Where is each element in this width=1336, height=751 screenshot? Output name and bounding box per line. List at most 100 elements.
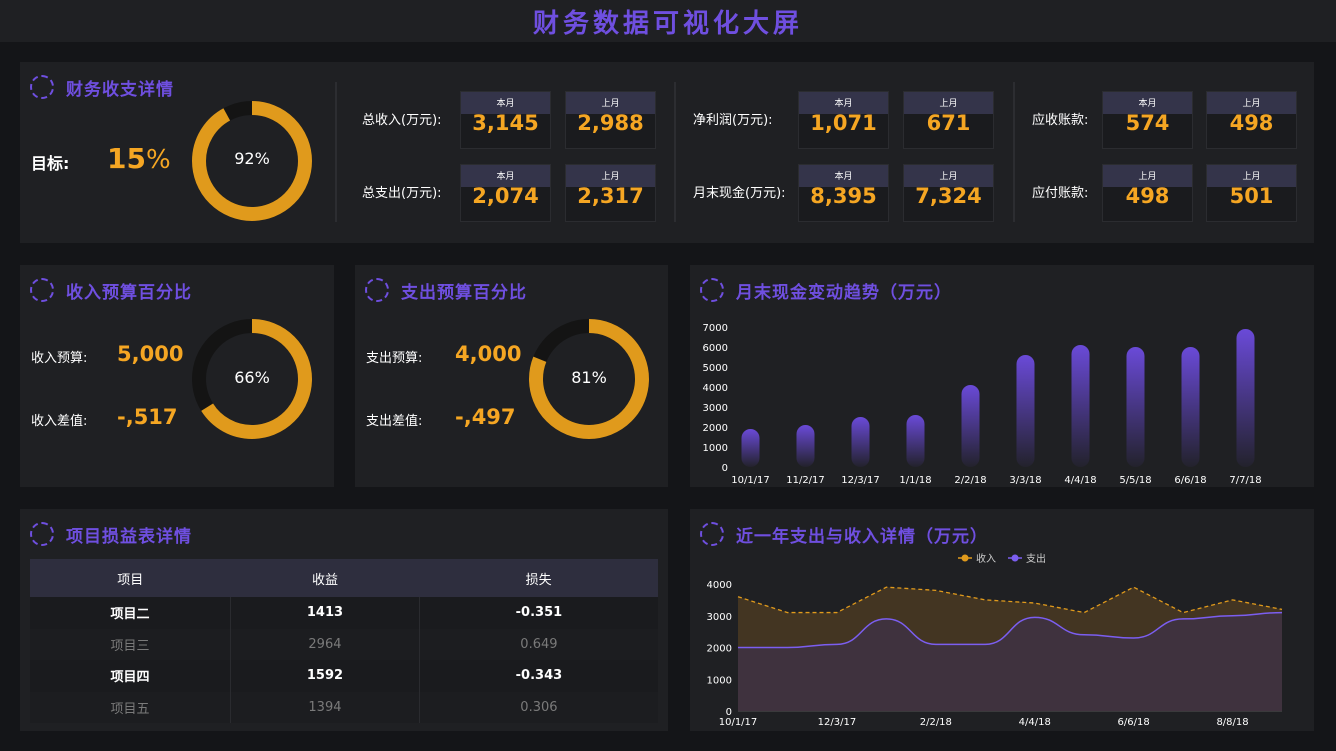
kpi-box-current: 本月 8,395 xyxy=(798,164,889,222)
kpi-box-value: 501 xyxy=(1229,184,1274,208)
kpi-label: 月末现金(万元): xyxy=(693,186,786,201)
panel-title: 财务收支详情 xyxy=(66,79,174,100)
yearly-detail-chart: 0 1000 2000 3000 4000 10/1/17 12/3/17 2/2/18 4/4… xyxy=(707,552,1283,728)
ring-icon xyxy=(365,278,389,302)
kpi-box-period: 上月 xyxy=(1207,92,1296,114)
expense-donut-label: 81% xyxy=(571,368,607,387)
expense-donut-arc xyxy=(529,319,649,439)
kpi-label: 应收账款: xyxy=(1032,113,1089,128)
bar xyxy=(1126,347,1145,467)
kpi-box-period: 上月 xyxy=(566,165,655,187)
income-donut-label: 66% xyxy=(234,368,270,387)
kpi-box-period: 本月 xyxy=(799,165,888,187)
x-tick-label: 2/2/18 xyxy=(920,717,952,728)
target-label: 目标: xyxy=(31,154,70,173)
table-header-row: 项目 收益 损失 xyxy=(30,559,658,597)
table-cell: 项目三 xyxy=(30,628,232,660)
cash-trend-panel: 月末现金变动趋势（万元） 0 1000 2000 3000 4000 5000 6000 70… xyxy=(690,265,1314,487)
bar xyxy=(1181,347,1200,467)
kpi-box-value: 498 xyxy=(1125,184,1170,208)
kpi-box-previous: 上月 2,988 xyxy=(565,91,656,149)
kpi-box-period: 上月 xyxy=(904,165,993,187)
y-tick-label: 2000 xyxy=(707,644,732,655)
table-cell: -0.351 xyxy=(419,597,658,629)
y-tick-label: 4000 xyxy=(703,383,728,394)
table-cell: 2964 xyxy=(230,628,420,660)
table-cell: 0.649 xyxy=(419,628,658,660)
page-title: 财务数据可视化大屏 xyxy=(532,8,803,39)
y-tick-label: 3000 xyxy=(703,403,728,414)
project-pl-panel: 项目损益表详情 项目 收益 损失 项目二 1413 -0.351 项目三 296… xyxy=(20,509,668,731)
income-line xyxy=(737,586,1283,614)
cash-trend-chart: 0 1000 2000 3000 4000 5000 6000 7000 10/1/17 11/2… xyxy=(703,323,1262,486)
expense-budget-label: 支出预算: xyxy=(366,351,423,366)
bar xyxy=(796,425,815,467)
kpi-box-period: 本月 xyxy=(461,165,550,187)
bar xyxy=(851,417,870,467)
table-row: 项目五 1394 0.306 xyxy=(30,691,658,723)
bar xyxy=(1236,329,1255,467)
x-tick-label: 10/1/17 xyxy=(719,717,758,728)
kpi-box-value: 2,317 xyxy=(577,184,644,208)
expense-budget-panel: 支出预算百分比 支出预算: 4,000 支出差值: -,497 81% xyxy=(355,265,668,487)
target-number: 15 xyxy=(107,142,146,175)
bar xyxy=(961,385,980,467)
kpi-box-previous: 上月 7,324 xyxy=(903,164,994,222)
table-cell: -0.343 xyxy=(419,660,658,692)
kpi-box-value: 671 xyxy=(926,111,971,135)
kpi-box-period: 上月 xyxy=(904,92,993,114)
kpi-box-value: 574 xyxy=(1125,111,1170,135)
kpi-box-current: 上月 498 xyxy=(1102,164,1193,222)
x-tick-label: 6/6/18 xyxy=(1174,475,1206,486)
kpi-box-value: 498 xyxy=(1229,111,1274,135)
x-tick-label: 12/3/17 xyxy=(818,717,857,728)
panel-header: 支出预算百分比 xyxy=(365,275,527,305)
bar xyxy=(1016,355,1035,467)
kpi-box-value: 2,074 xyxy=(472,184,539,208)
kpi-box-current: 本月 1,071 xyxy=(798,91,889,149)
column-header: 项目 xyxy=(30,559,231,597)
x-tick-label: 4/4/18 xyxy=(1064,475,1096,486)
ring-icon xyxy=(700,278,724,302)
kpi-box-previous: 上月 498 xyxy=(1206,91,1297,149)
column-header: 收益 xyxy=(230,559,420,597)
target-unit: % xyxy=(145,145,171,175)
kpi-box-value: 2,988 xyxy=(577,111,644,135)
kpi-label: 净利润(万元): xyxy=(693,113,773,128)
ring-icon xyxy=(30,278,54,302)
kpi-box-value: 8,395 xyxy=(810,184,877,208)
y-tick-label: 7000 xyxy=(703,323,728,334)
income-donut-arc xyxy=(192,319,312,439)
kpi-box-period: 本月 xyxy=(461,92,550,114)
income-budget-label: 收入预算: xyxy=(31,351,88,366)
y-tick-label: 6000 xyxy=(703,343,728,354)
y-tick-label: 0 xyxy=(722,463,728,474)
x-tick-label: 1/1/18 xyxy=(899,475,931,486)
legend-label: 支出 xyxy=(1026,552,1046,565)
target-donut-label: 92% xyxy=(234,149,270,168)
panel-header: 收入预算百分比 xyxy=(30,275,192,305)
income-diff-label: 收入差值: xyxy=(31,414,88,429)
x-tick-label: 12/3/17 xyxy=(841,475,880,486)
bar xyxy=(906,415,925,467)
project-pl-table: 项目 收益 损失 项目二 1413 -0.351 项目三 2964 0.649 … xyxy=(30,559,658,723)
table-cell: 项目四 xyxy=(30,660,232,692)
panel-title: 项目损益表详情 xyxy=(66,526,192,547)
legend-marker xyxy=(1011,554,1019,562)
kpi-label: 应付账款: xyxy=(1032,186,1089,201)
income-budget-value: 5,000 xyxy=(117,342,184,366)
divider xyxy=(335,82,337,222)
kpi-box-current: 本月 574 xyxy=(1102,91,1193,149)
kpi-box-period: 上月 xyxy=(1103,165,1192,187)
y-tick-label: 4000 xyxy=(707,580,732,591)
kpi-box-current: 本月 3,145 xyxy=(460,91,551,149)
finance-detail-panel: 财务收支详情 目标: 15% 92% 总收入(万元): 本月 3,145 上月 2,98… xyxy=(20,62,1314,243)
panel-header: 财务收支详情 xyxy=(30,72,174,102)
kpi-box-previous: 上月 501 xyxy=(1206,164,1297,222)
x-tick-label: 4/4/18 xyxy=(1019,717,1051,728)
table-row: 项目三 2964 0.649 xyxy=(30,628,658,660)
panel-title: 支出预算百分比 xyxy=(401,282,527,303)
kpi-box-value: 3,145 xyxy=(472,111,539,135)
kpi-label: 总收入(万元): xyxy=(362,113,442,128)
header-bar: 财务数据可视化大屏 xyxy=(0,0,1336,42)
